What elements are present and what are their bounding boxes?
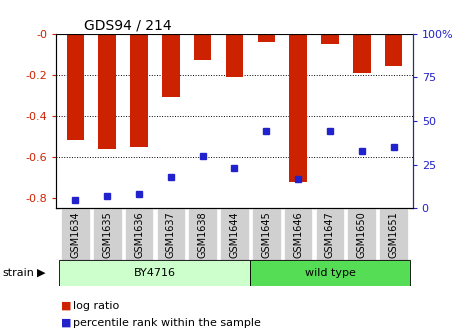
Text: ■: ■: [61, 318, 71, 328]
Bar: [98, 34, 116, 149]
Bar: [316, 208, 344, 260]
Bar: [353, 34, 371, 73]
Text: GSM1646: GSM1646: [293, 211, 303, 258]
Bar: [385, 34, 402, 67]
Bar: [60, 260, 250, 286]
Text: GSM1647: GSM1647: [325, 211, 335, 258]
Text: GDS94 / 214: GDS94 / 214: [84, 18, 172, 33]
Bar: [379, 208, 408, 260]
Bar: [162, 34, 180, 97]
Text: ▶: ▶: [37, 268, 45, 278]
Text: GSM1650: GSM1650: [357, 211, 367, 258]
Bar: [220, 208, 249, 260]
Bar: [125, 208, 153, 260]
Bar: [189, 208, 217, 260]
Bar: [252, 208, 280, 260]
Text: GSM1651: GSM1651: [389, 211, 399, 258]
Text: GSM1634: GSM1634: [70, 211, 80, 258]
Bar: [321, 34, 339, 44]
Text: BY4716: BY4716: [134, 268, 176, 278]
Bar: [257, 34, 275, 42]
Text: wild type: wild type: [304, 268, 356, 278]
Text: ■: ■: [61, 301, 71, 311]
Text: percentile rank within the sample: percentile rank within the sample: [73, 318, 261, 328]
Bar: [348, 208, 376, 260]
Text: GSM1644: GSM1644: [229, 211, 240, 258]
Text: GSM1635: GSM1635: [102, 211, 112, 258]
Bar: [61, 208, 90, 260]
Bar: [93, 208, 121, 260]
Bar: [194, 34, 212, 60]
Bar: [289, 34, 307, 181]
Text: GSM1645: GSM1645: [261, 211, 272, 258]
Bar: [67, 34, 84, 140]
Bar: [157, 208, 185, 260]
Text: strain: strain: [2, 268, 34, 278]
Bar: [284, 208, 312, 260]
Text: GSM1636: GSM1636: [134, 211, 144, 258]
Text: log ratio: log ratio: [73, 301, 119, 311]
Bar: [250, 260, 409, 286]
Bar: [226, 34, 243, 77]
Text: GSM1638: GSM1638: [197, 211, 208, 258]
Text: GSM1637: GSM1637: [166, 211, 176, 258]
Bar: [130, 34, 148, 146]
